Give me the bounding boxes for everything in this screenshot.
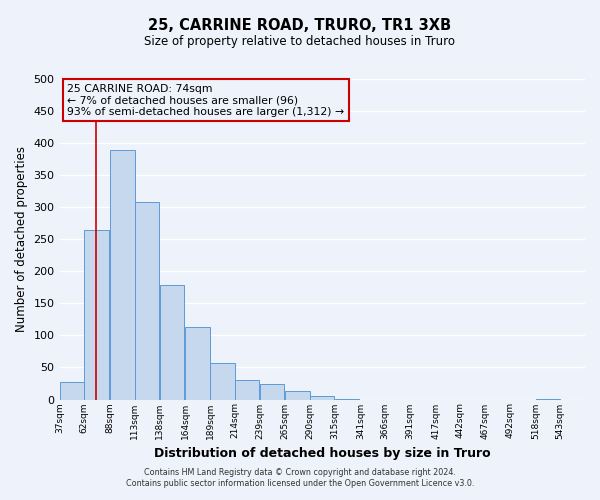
Bar bbox=[110, 150, 134, 400]
Bar bbox=[185, 327, 210, 400]
X-axis label: Distribution of detached houses by size in Truro: Distribution of detached houses by size … bbox=[154, 447, 491, 460]
Bar bbox=[310, 396, 334, 400]
Bar bbox=[85, 230, 109, 400]
Bar bbox=[210, 363, 235, 400]
Text: 25, CARRINE ROAD, TRURO, TR1 3XB: 25, CARRINE ROAD, TRURO, TR1 3XB bbox=[148, 18, 452, 32]
Bar bbox=[286, 391, 310, 400]
Text: 25 CARRINE ROAD: 74sqm
← 7% of detached houses are smaller (96)
93% of semi-deta: 25 CARRINE ROAD: 74sqm ← 7% of detached … bbox=[67, 84, 344, 117]
Bar bbox=[235, 380, 259, 400]
Bar bbox=[59, 382, 84, 400]
Bar bbox=[335, 399, 359, 400]
Bar bbox=[160, 285, 184, 400]
Y-axis label: Number of detached properties: Number of detached properties bbox=[15, 146, 28, 332]
Bar bbox=[536, 399, 560, 400]
Bar bbox=[260, 384, 284, 400]
Text: Size of property relative to detached houses in Truro: Size of property relative to detached ho… bbox=[145, 35, 455, 48]
Bar bbox=[135, 202, 160, 400]
Text: Contains HM Land Registry data © Crown copyright and database right 2024.
Contai: Contains HM Land Registry data © Crown c… bbox=[126, 468, 474, 487]
